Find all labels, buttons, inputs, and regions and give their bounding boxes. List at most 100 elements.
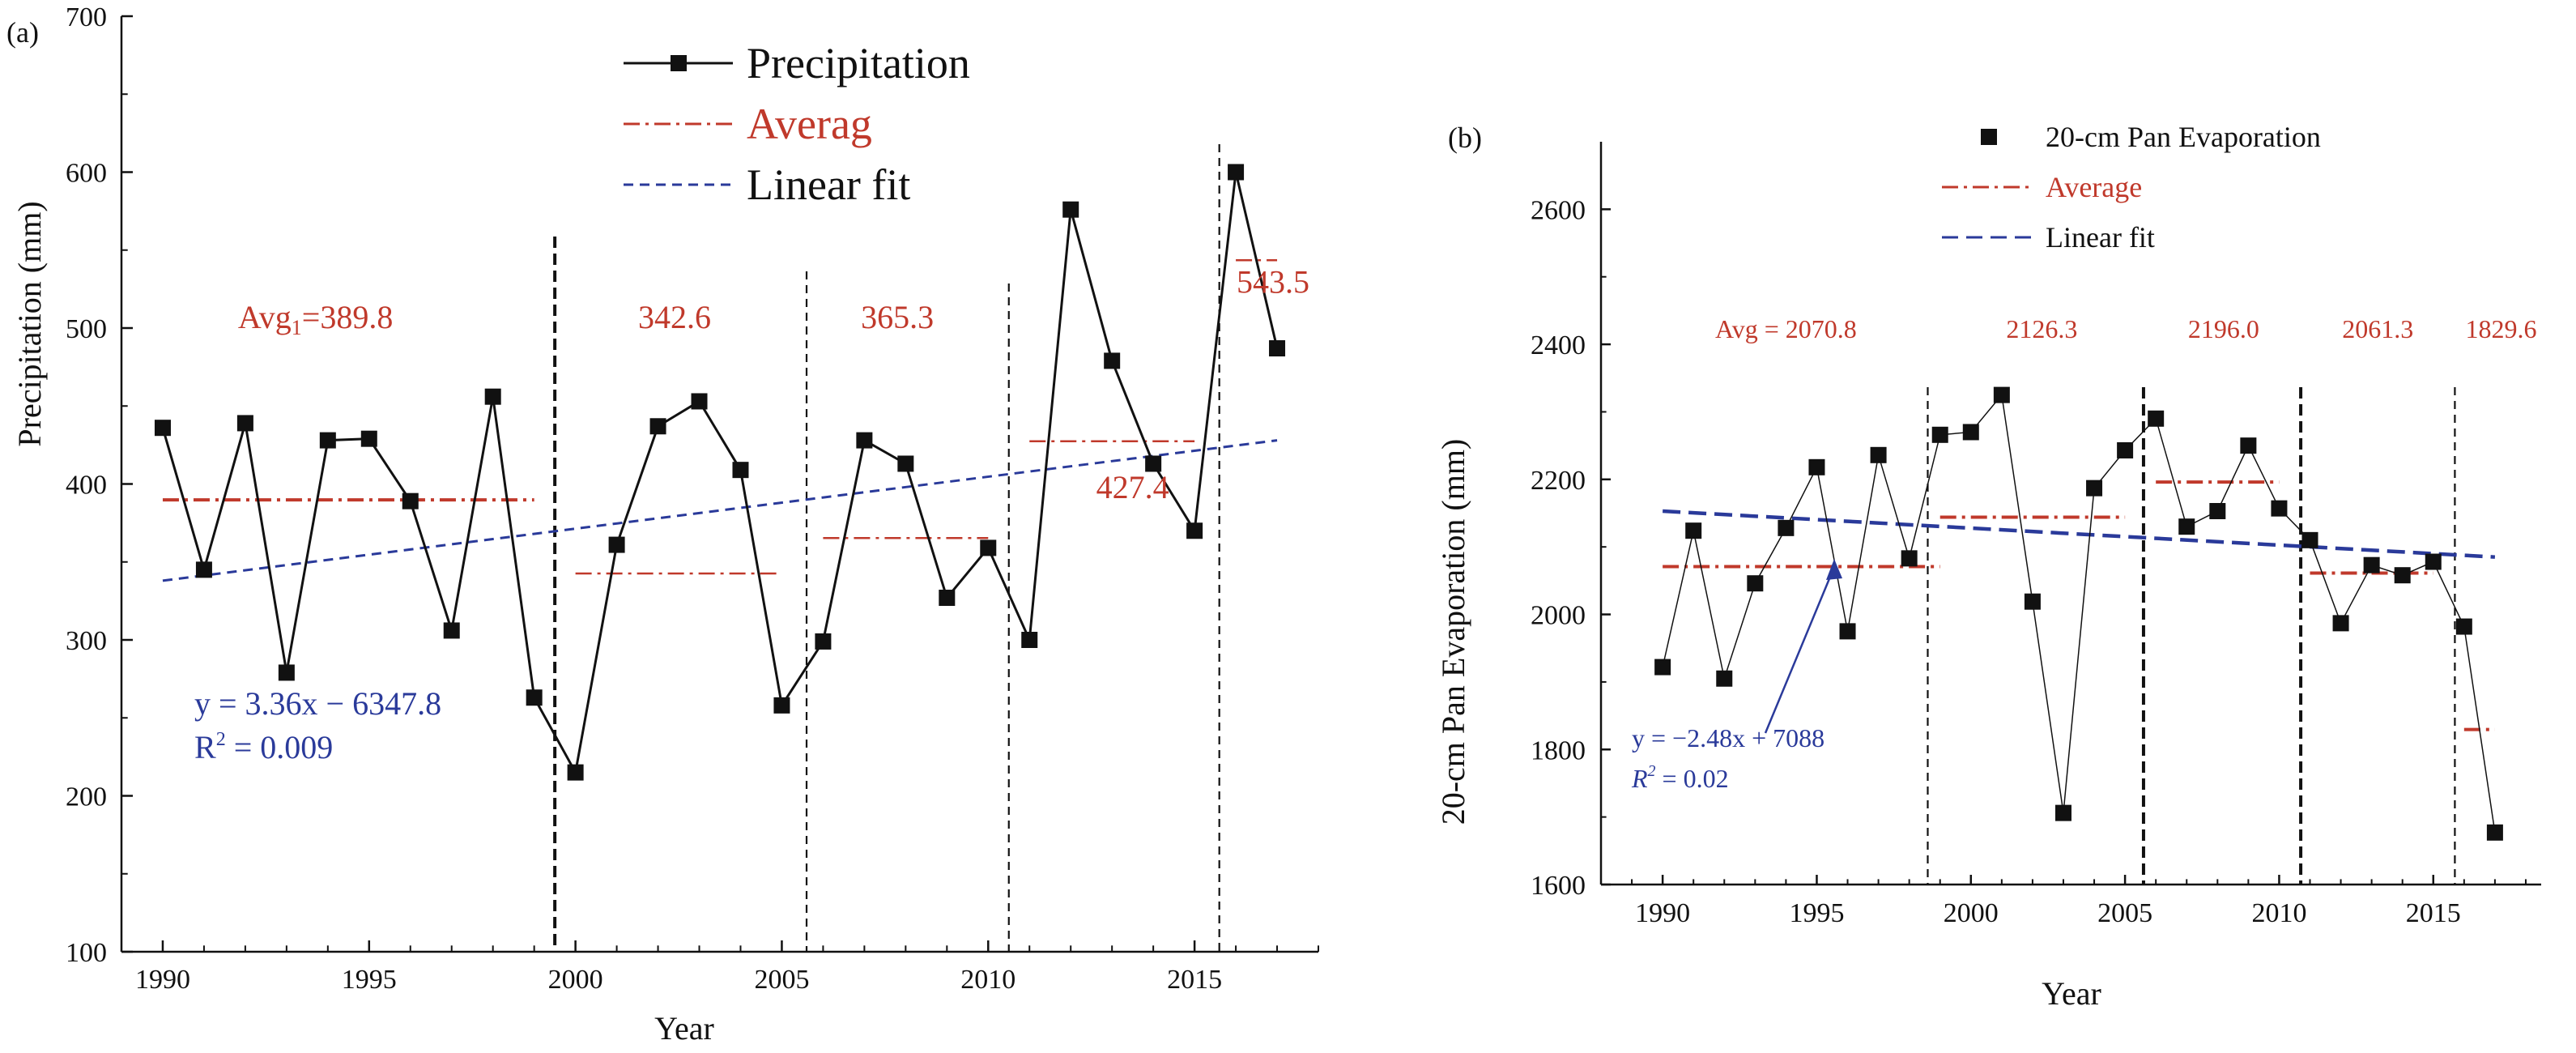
b-linear-fit-line (1663, 509, 2496, 559)
b-xtick-label: 2000 (1944, 898, 1999, 928)
b-xtick-label: 2015 (2406, 898, 2461, 928)
a-ytick-label: 100 (66, 938, 107, 968)
legend-precip-label: Precipitation (747, 39, 970, 87)
b-data-point (2271, 500, 2288, 517)
panel-a-ylabel: Precipitation (mm) (11, 201, 48, 446)
a-ytick-label: 400 (66, 471, 107, 501)
b-ytick-label: 2400 (1531, 330, 1586, 360)
legend-evap-marker (1981, 129, 1997, 145)
a-ytick-label: 300 (66, 626, 107, 656)
b-data-point (2425, 553, 2442, 570)
a-data-point (1021, 632, 1038, 648)
a-xtick-label: 2000 (548, 965, 603, 995)
b-data-point (1716, 670, 1733, 687)
a-data-point (608, 536, 625, 553)
panel-a-r2: R2 = 0.009 (194, 729, 333, 765)
b-ytick-label: 2000 (1531, 601, 1586, 631)
panel-a-axes: 100 200 300 400 500 600 700 1990 1995 2000 2005 201… (66, 2, 1319, 995)
panel-a-series (154, 164, 1286, 781)
b-data-point (1993, 386, 2010, 403)
panel-b-xlabel: Year (2042, 975, 2101, 1012)
b-data-point (1747, 575, 1764, 592)
panel-a-r2-prefix: R (194, 729, 216, 765)
panel-b: (b) 1600 1800 2000 2200 2400 2600 1990 1995 2000… (1435, 121, 2541, 1012)
legend-b-fit-label: Linear fit (2046, 221, 2155, 254)
panel-b-r2: R2 = 0.02 (1631, 762, 1729, 793)
a-data-point (691, 393, 708, 410)
panel-a-r2-sup: 2 (216, 729, 226, 750)
a-data-point (732, 462, 749, 479)
a-data-point (815, 633, 832, 650)
a-data-point (897, 455, 914, 472)
a-xtick-label: 2015 (1167, 965, 1222, 995)
avg-label-2: 342.6 (638, 299, 711, 335)
b-data-point (1654, 659, 1671, 676)
panel-b-average-labels: Avg = 2070.8 2126.3 2196.0 2061.3 1829.6 (1715, 314, 2537, 343)
b-series-line (1662, 393, 2496, 833)
panel-b-series (1654, 386, 2503, 841)
avg-label-1: Avg1=389.8 (238, 299, 393, 339)
b-data-point (1685, 522, 1702, 539)
avg-label-5: 543.5 (1237, 263, 1309, 300)
panel-b-axes: 1600 1800 2000 2200 2400 2600 1990 1995 2000 2005… (1531, 142, 2541, 928)
b-data-point (2486, 824, 2503, 841)
a-data-point (1269, 340, 1286, 357)
b-data-point (1901, 550, 1918, 567)
panel-a-xlabel: Year (654, 1010, 714, 1047)
b-data-point (2240, 437, 2257, 454)
a-data-point (360, 430, 377, 447)
b-data-point (2455, 618, 2472, 635)
b-ytick-label: 2200 (1531, 466, 1586, 496)
a-xtick-label: 1995 (342, 965, 397, 995)
a-ytick-label: 500 (66, 314, 107, 344)
a-xtick-label: 2005 (754, 965, 809, 995)
panel-b-overlays (1927, 387, 2456, 885)
legend-average-label: Averag (747, 100, 872, 148)
a-data-point (649, 418, 666, 435)
a-data-point (1186, 522, 1203, 539)
panel-a-overlays (553, 144, 1220, 952)
a-linear-fit-line (162, 439, 1278, 582)
a-data-point (236, 415, 253, 432)
b-xtick-label: 2005 (2097, 898, 2152, 928)
panel-a-r2-value: = 0.009 (226, 729, 334, 765)
panel-b-r2-prefix: R (1631, 764, 1648, 793)
b-avg-label-1: Avg = 2070.8 (1715, 314, 1857, 343)
b-data-point (1870, 446, 1887, 463)
a-xtick-label: 1990 (135, 965, 190, 995)
b-avg-label-4: 2061.3 (2342, 314, 2413, 343)
a-data-point (567, 764, 584, 781)
b-data-point (1962, 424, 1979, 441)
b-data-point (2148, 410, 2165, 427)
b-data-point (1808, 458, 1825, 475)
panel-b-equation: y = −2.48x + 7088 (1632, 723, 1824, 752)
b-data-point (2363, 556, 2380, 573)
a-data-point (1104, 352, 1121, 369)
a-data-point (1228, 164, 1245, 181)
panel-a-label: (a) (6, 16, 39, 49)
b-xtick-label: 1990 (1635, 898, 1690, 928)
a-ytick-label: 700 (66, 2, 107, 32)
legend-fit-label: Linear fit (747, 160, 910, 209)
a-data-point (526, 689, 543, 706)
b-data-point (2209, 502, 2226, 519)
legend-b-average-label: Average (2046, 171, 2142, 203)
panel-b-r2-sup: 2 (1648, 762, 1656, 780)
legend-evap-label: 20-cm Pan Evaporation (2046, 121, 2321, 153)
avg-label-1-sub: 1 (292, 316, 302, 339)
avg-label-4: 427.4 (1096, 469, 1169, 505)
panel-a-average-labels: Avg1=389.8 342.6 365.3 427.4 543.5 (238, 263, 1309, 505)
a-data-point (154, 420, 171, 437)
b-ytick-label: 1600 (1531, 871, 1586, 901)
b-data-point (2024, 593, 2041, 610)
a-data-point (773, 697, 790, 714)
b-data-point (2086, 480, 2103, 497)
panel-b-label: (b) (1448, 122, 1482, 154)
panel-b-annotation-arrow (1764, 566, 1836, 734)
panel-b-legend: 20-cm Pan Evaporation Average Linear fit (1942, 121, 2321, 254)
panel-b-r2-value: = 0.02 (1656, 764, 1729, 793)
panel-a-fit (162, 439, 1278, 582)
b-data-point (2054, 804, 2071, 821)
a-ytick-label: 200 (66, 782, 107, 812)
